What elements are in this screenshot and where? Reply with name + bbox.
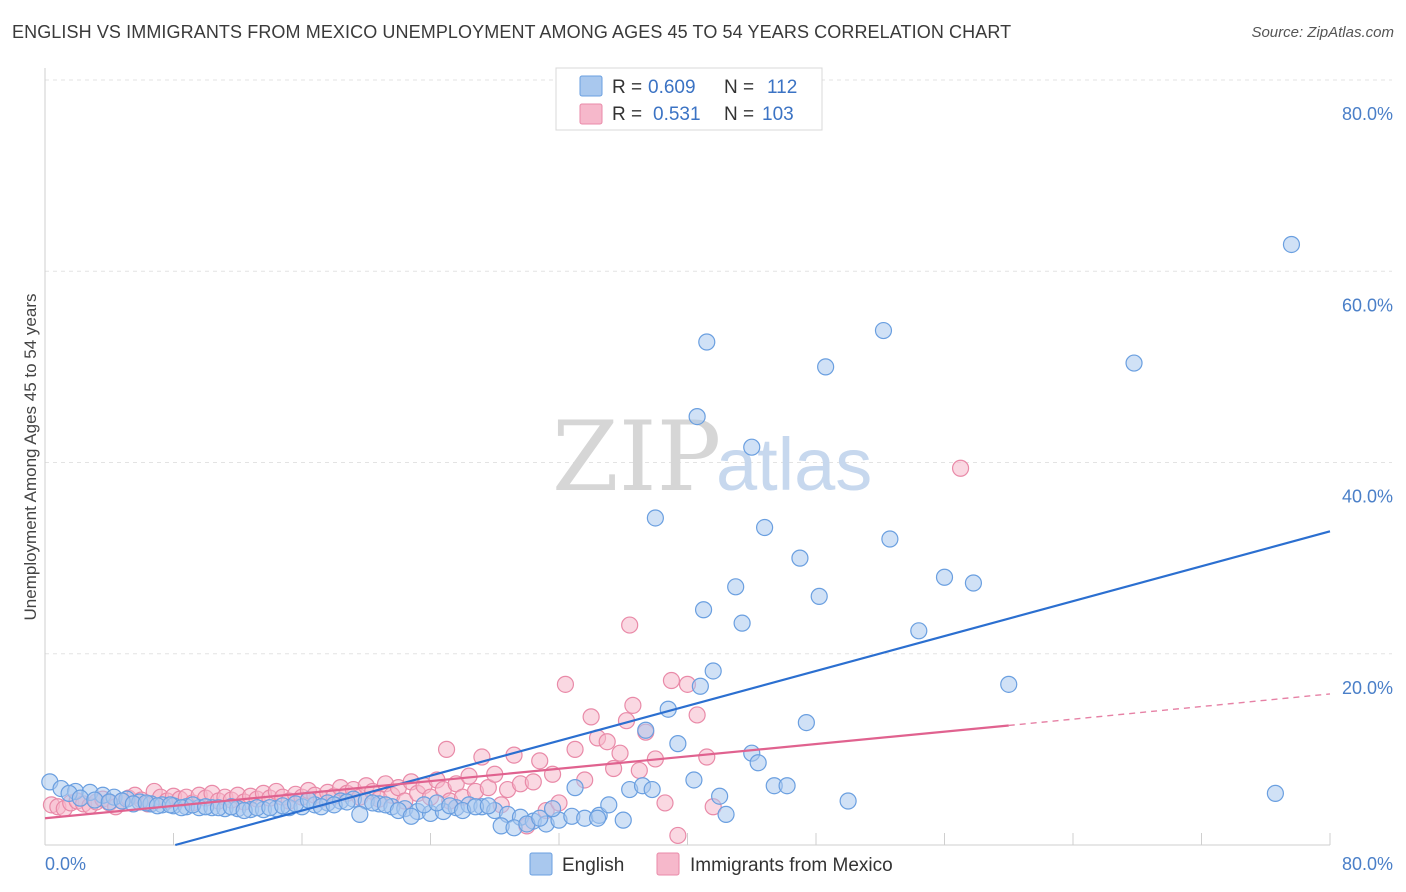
data-point-mexico [698,748,716,766]
data-point-english [881,530,899,548]
data-point-mexico [621,616,639,634]
data-point-mexico [951,459,970,477]
data-point-english [479,797,497,815]
legend-n-value-mexico: 103 [762,104,794,125]
data-point-english [588,809,607,827]
data-point-english [1125,354,1143,372]
data-point-english [1266,784,1284,802]
data-point-mexico [556,675,575,693]
data-point-english [743,438,761,456]
data-point-english [910,622,928,640]
bottom-legend-swatch-mexico [656,852,680,876]
data-point-english [964,574,983,592]
data-point-mexico [630,761,648,780]
legend-r-value-mexico: 0.531 [653,104,701,125]
legend-n-value-english: 112 [767,77,797,98]
legend-swatch-mexico [579,103,603,125]
tick-labels: 20.0% 40.0% 60.0% 80.0% 0.0% 80.0% [45,104,1393,874]
data-point-english [685,771,703,789]
data-point-english [733,614,751,632]
data-point-english [817,358,835,376]
x-tick-label: 0.0% [45,854,86,874]
bottom-legend-english: English [562,855,624,876]
legend-r-value-english: 0.609 [648,77,696,98]
data-point-english [874,321,893,340]
data-point-mexico [624,696,642,714]
data-point-mexico [611,744,629,762]
y-tick-label: 20.0% [1342,678,1393,698]
trend-line-mexico-extension [1008,693,1331,727]
data-point-english [402,807,420,825]
data-point-english [711,787,729,805]
bottom-legend-swatch-english [529,852,553,876]
y-axis-label: Unemployment Among Ages 45 to 54 years [21,294,40,621]
data-point-mexico [524,773,542,791]
data-point-english [531,809,549,827]
bottom-legend-mexico: Immigrants from Mexico [690,855,893,876]
data-point-mexico [566,740,584,758]
data-point-english [637,721,655,739]
data-point-english [691,677,709,695]
data-point-english [669,735,687,753]
watermark-atlas: atlas [716,423,872,506]
legend: R = 0.609 N = 112 R = 0.531 N = 103 [555,67,823,131]
y-tick-label: 60.0% [1342,295,1393,315]
bottom-legend: English Immigrants from Mexico [529,852,893,876]
x-tick-label: 80.0% [1342,854,1393,874]
data-point-english [694,601,713,619]
legend-n-label-english: N = [724,77,754,98]
trend-line-english [174,530,1331,847]
data-point-mexico [437,740,456,758]
y-tick-label: 80.0% [1342,104,1393,124]
data-point-english [797,713,815,732]
axes [44,68,1331,846]
data-point-english [810,587,828,605]
data-point-english [646,509,664,527]
data-point-english [935,568,954,586]
data-point-english [566,779,584,797]
data-point-english [698,333,716,351]
data-point-english [839,792,857,810]
trend-lines [44,530,1331,847]
source-credit: Source: ZipAtlas.com [1251,24,1394,41]
data-point-mexico [598,733,616,751]
data-point-english [749,754,767,772]
data-point-english [86,791,104,809]
data-point-mexico [662,671,681,690]
data-point-english [71,789,89,807]
legend-r-label-mexico: R = [612,104,642,125]
data-point-english [543,800,562,818]
data-point-english [600,796,618,814]
trend-line-mexico [44,724,1009,820]
data-point-english [1282,235,1301,254]
data-point-english [727,578,745,596]
gridlines [45,79,1392,655]
data-point-mexico [669,826,687,845]
series-english-points [41,235,1301,837]
data-point-english [778,777,796,795]
data-point-english [351,805,369,824]
data-point-mexico [531,752,549,770]
chart-title: ENGLISH VS IMMIGRANTS FROM MEXICO UNEMPL… [12,22,1012,42]
data-point-english [643,780,661,799]
legend-swatch-english [579,75,603,97]
data-point-english [1000,675,1018,693]
data-point-mexico [582,708,600,726]
data-point-mexico [656,794,674,812]
data-point-english [614,811,632,829]
data-point-english [755,518,774,537]
data-point-english [704,662,722,680]
data-point-mexico [688,706,706,724]
y-tick-label: 40.0% [1342,487,1393,507]
legend-n-label-mexico: N = [724,104,754,125]
watermark: ZIP atlas [552,401,872,513]
legend-r-label-english: R = [612,77,642,98]
data-point-english [717,805,735,824]
data-point-english [791,549,809,567]
data-point-english [688,408,706,426]
series-mexico-points [42,459,970,845]
